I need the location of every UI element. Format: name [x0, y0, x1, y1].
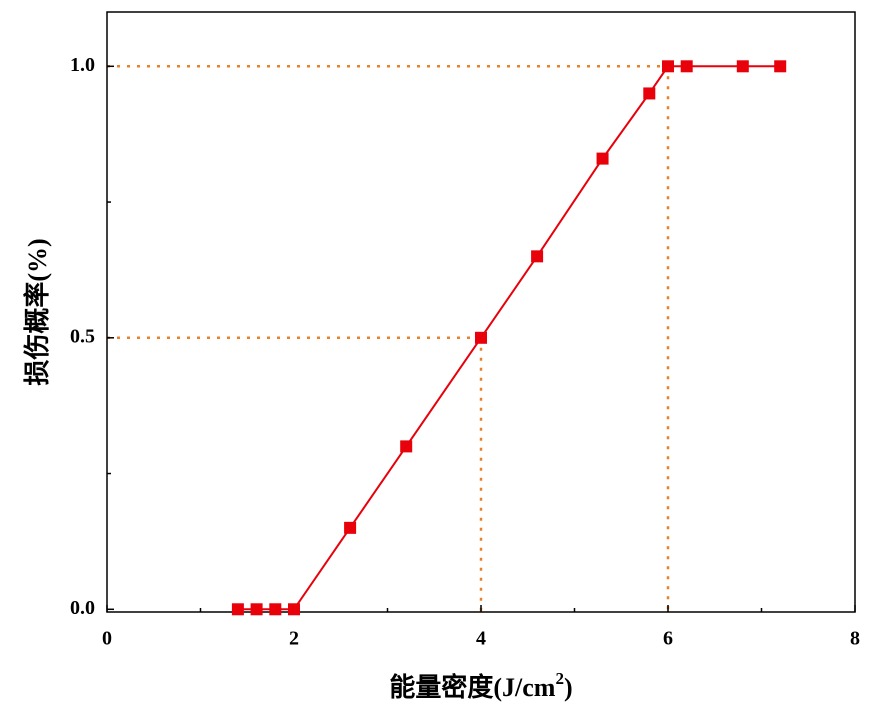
point: [643, 87, 656, 100]
x-tick-label: 8: [850, 628, 860, 650]
point: [774, 60, 787, 73]
point: [250, 603, 263, 616]
point: [231, 603, 244, 616]
point: [736, 60, 749, 73]
x-tick-label: 6: [663, 628, 673, 650]
x-title-sup: 2: [555, 669, 564, 688]
x-tick-label: 4: [476, 628, 486, 650]
point: [531, 250, 544, 263]
x-tick-label: 0: [102, 628, 112, 650]
x-tick-label: 2: [289, 628, 299, 650]
point: [288, 603, 300, 616]
point: [269, 603, 282, 616]
point: [400, 440, 413, 453]
point: [662, 60, 674, 73]
point: [344, 521, 357, 534]
point: [596, 152, 609, 165]
y-tick-label: 0.5: [70, 325, 95, 347]
y-tick-label: 1.0: [70, 54, 95, 76]
y-axis-title: 损伤概率(%): [22, 238, 52, 385]
x-title-main: 能量密度(J/cm: [389, 672, 555, 702]
x-axis-title: 能量密度(J/cm2): [389, 669, 572, 702]
plot-frame: [106, 11, 856, 613]
y-tick-label: 0.0: [70, 597, 95, 619]
x-title-end: ): [564, 673, 573, 702]
point: [680, 60, 693, 73]
point: [475, 331, 487, 344]
